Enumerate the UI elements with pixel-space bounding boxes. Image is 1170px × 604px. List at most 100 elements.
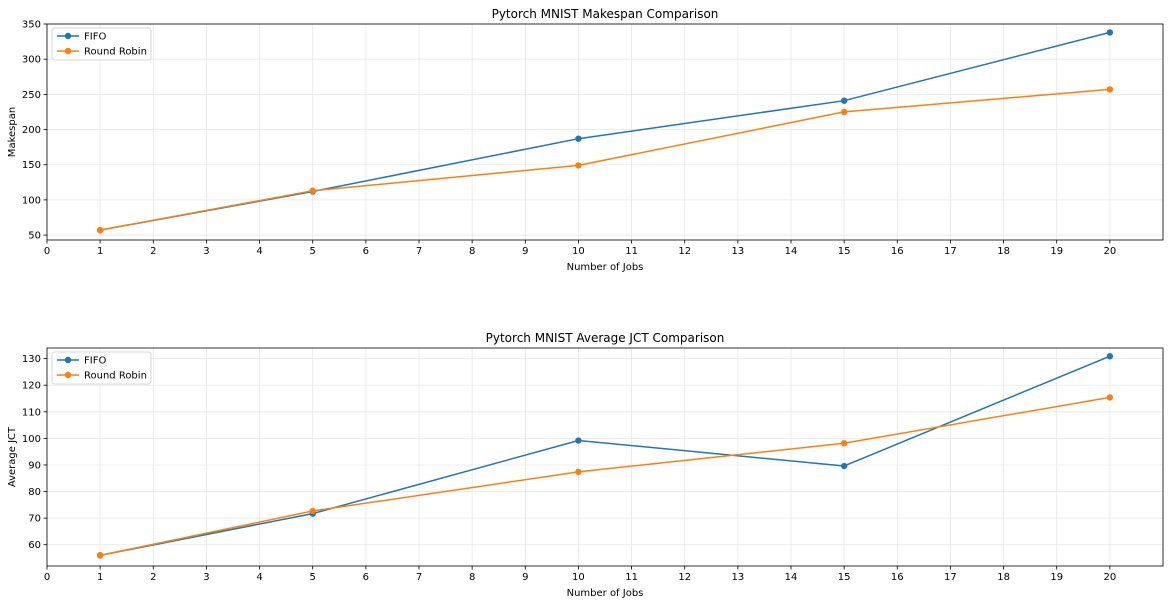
y-tick-label: 300 bbox=[22, 55, 41, 66]
x-tick-label: 15 bbox=[838, 572, 851, 583]
x-tick-label: 6 bbox=[363, 572, 369, 583]
legend-label: Round Robin bbox=[84, 47, 147, 58]
y-tick-label: 90 bbox=[28, 460, 41, 471]
y-axis-label: Makespan bbox=[7, 107, 18, 157]
legend-label: FIFO bbox=[84, 32, 106, 43]
legend-label: Round Robin bbox=[84, 371, 147, 382]
series-round-robin bbox=[96, 86, 1114, 234]
x-tick-label: 20 bbox=[1103, 246, 1116, 257]
x-tick-label: 9 bbox=[522, 572, 528, 583]
legend-marker bbox=[64, 356, 72, 364]
x-tick-label: 11 bbox=[625, 246, 638, 257]
y-axis: 60 70 80 90 100 110 120 130 bbox=[22, 354, 47, 551]
x-tick-label: 12 bbox=[678, 246, 691, 257]
data-point bbox=[1106, 29, 1114, 36]
data-point bbox=[309, 507, 316, 515]
y-tick-label: 130 bbox=[22, 354, 41, 365]
y-tick-label: 250 bbox=[22, 90, 41, 101]
x-tick-label: 1 bbox=[97, 246, 103, 257]
y-axis-label: Average JCT bbox=[7, 426, 18, 487]
legend-marker bbox=[64, 371, 72, 379]
y-tick-label: 110 bbox=[22, 407, 41, 418]
x-tick-label: 19 bbox=[1050, 572, 1063, 583]
x-tick-label: 14 bbox=[785, 572, 798, 583]
x-tick-label: 2 bbox=[150, 246, 156, 257]
series-fifo bbox=[96, 353, 1114, 559]
makespan-chart: 0 1 2 3 4 5 6 7 8 9 10 11 12 13 14 15 16 17 18 19 2050100150… bbox=[7, 7, 1164, 273]
x-tick-label: 3 bbox=[203, 246, 209, 257]
x-tick-label: 15 bbox=[838, 246, 851, 257]
series-line bbox=[99, 88, 1110, 231]
grid bbox=[46, 23, 1163, 240]
x-tick-label: 5 bbox=[310, 572, 316, 583]
data-point bbox=[840, 108, 848, 116]
x-tick-label: 20 bbox=[1103, 572, 1116, 583]
plot-frame bbox=[46, 23, 1164, 241]
x-tick-label: 11 bbox=[625, 572, 638, 583]
x-tick-label: 6 bbox=[363, 246, 369, 257]
x-axis-label: Number of Jobs bbox=[567, 262, 644, 273]
x-tick-label: 14 bbox=[785, 246, 798, 257]
grid bbox=[46, 348, 1163, 566]
series-line bbox=[99, 396, 1111, 557]
x-tick-label: 0 bbox=[44, 572, 50, 583]
y-tick-label: 100 bbox=[22, 434, 41, 445]
x-tick-label: 17 bbox=[944, 572, 957, 583]
x-axis: 0 1 2 3 4 5 6 7 8 9 10 11 12 13 14 15 16 17 18 19 20 bbox=[44, 566, 1116, 583]
y-tick-label: 60 bbox=[28, 540, 41, 551]
x-tick-label: 3 bbox=[203, 572, 209, 583]
x-axis: 0 1 2 3 4 5 6 7 8 9 10 11 12 13 14 15 16 17 18 19 20 bbox=[44, 240, 1116, 257]
x-tick-label: 16 bbox=[891, 572, 904, 583]
x-tick-label: 18 bbox=[997, 246, 1010, 257]
x-tick-label: 1 bbox=[97, 572, 103, 583]
series-line bbox=[99, 355, 1111, 557]
y-tick-label: 70 bbox=[28, 514, 41, 525]
x-tick-label: 13 bbox=[731, 246, 744, 257]
x-tick-label: 12 bbox=[678, 572, 691, 583]
data-point bbox=[575, 468, 582, 476]
x-tick-label: 16 bbox=[891, 246, 904, 257]
data-point bbox=[575, 437, 582, 444]
chart-title: Pytorch MNIST Average JCT Comparison bbox=[486, 331, 725, 345]
data-point bbox=[309, 187, 316, 194]
y-tick-label: 150 bbox=[22, 160, 41, 171]
x-tick-label: 9 bbox=[522, 246, 528, 257]
y-tick-label: 350 bbox=[22, 20, 41, 31]
y-axis: 50 100 150 200 250 300 350 bbox=[22, 20, 47, 242]
legend-marker bbox=[64, 47, 72, 55]
x-axis-label: Number of Jobs bbox=[567, 588, 644, 599]
legend: FIFO Round Robin bbox=[51, 27, 152, 61]
data-point bbox=[575, 135, 582, 142]
x-tick-label: 7 bbox=[416, 572, 422, 583]
x-tick-label: 17 bbox=[944, 246, 957, 257]
x-tick-label: 0 bbox=[44, 246, 50, 257]
series-round-robin bbox=[96, 394, 1114, 559]
x-tick-label: 7 bbox=[416, 246, 422, 257]
data-point bbox=[840, 462, 848, 470]
x-tick-label: 18 bbox=[997, 572, 1010, 583]
y-tick-label: 100 bbox=[22, 195, 41, 206]
plot-frame bbox=[46, 347, 1164, 567]
series-line bbox=[99, 31, 1111, 231]
x-tick-label: 19 bbox=[1050, 246, 1063, 257]
y-tick-label: 200 bbox=[22, 125, 41, 136]
legend: FIFO Round Robin bbox=[51, 351, 152, 385]
x-tick-label: 10 bbox=[572, 572, 585, 583]
y-tick-label: 120 bbox=[22, 381, 41, 392]
data-point bbox=[1106, 394, 1114, 401]
data-point bbox=[96, 552, 104, 559]
x-tick-label: 5 bbox=[310, 246, 316, 257]
data-point bbox=[840, 439, 848, 447]
x-tick-label: 13 bbox=[731, 572, 744, 583]
average-jct-chart: 0 1 2 3 4 5 6 7 8 9 10 11 12 13 14 15 16 17 18 19 2060708090… bbox=[7, 331, 1164, 599]
y-tick-label: 50 bbox=[28, 231, 41, 242]
x-tick-label: 4 bbox=[256, 572, 262, 583]
data-point bbox=[575, 162, 582, 169]
data-point bbox=[1106, 353, 1114, 360]
x-tick-label: 2 bbox=[150, 572, 156, 583]
x-tick-label: 8 bbox=[469, 572, 475, 583]
chart-title: Pytorch MNIST Makespan Comparison bbox=[492, 7, 719, 21]
x-tick-label: 4 bbox=[256, 246, 262, 257]
legend-label: FIFO bbox=[84, 356, 106, 367]
